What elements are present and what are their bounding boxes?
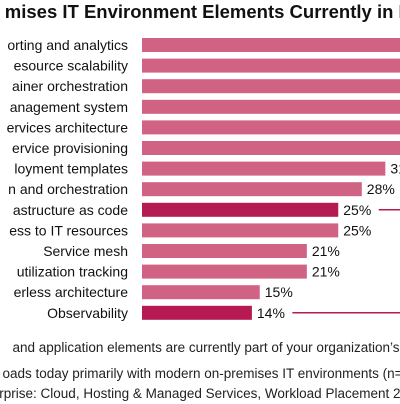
category-label: utilization tracking <box>17 264 128 280</box>
value-label: 31 <box>390 161 400 177</box>
category-label: ess to IT resources <box>9 222 128 238</box>
category-label: Observability <box>47 305 128 321</box>
category-label: orting and analytics <box>7 37 128 53</box>
value-label: 21% <box>312 243 340 259</box>
highlighted-bar <box>142 202 339 217</box>
bar <box>142 99 400 114</box>
value-label: 25% <box>343 202 371 218</box>
category-label: loyment templates <box>14 161 128 177</box>
category-label: esource scalability <box>14 58 128 74</box>
category-label: ervices architecture <box>7 119 129 135</box>
source-note-line-2: erprise: Cloud, Hosting & Managed Servic… <box>0 386 400 401</box>
value-label: 25% <box>343 222 371 238</box>
category-label: anagement system <box>10 99 128 115</box>
bar-chart: orting and analytics esource scalability a… <box>7 37 400 321</box>
bar <box>142 58 400 73</box>
highlighted-bar <box>142 305 252 320</box>
value-label: 14% <box>257 305 285 321</box>
category-label: n and orchestration <box>8 181 128 197</box>
bar <box>142 223 339 238</box>
source-note-line-1: oads today primarily with modern on-prem… <box>2 366 400 381</box>
category-label: ervice provisioning <box>12 140 128 156</box>
category-label: astructure as code <box>13 202 128 218</box>
bar <box>142 38 400 52</box>
bar <box>142 120 400 135</box>
value-label: 28% <box>367 181 395 197</box>
category-label: Service mesh <box>43 243 128 259</box>
value-label: 15% <box>265 284 293 300</box>
chart-title: mises IT Environment Elements Currently … <box>4 1 400 22</box>
bar <box>142 244 307 258</box>
bar <box>142 79 400 94</box>
value-label: 21% <box>312 264 340 280</box>
category-label: erless architecture <box>14 284 129 300</box>
bar <box>142 182 362 197</box>
category-label: ainer orchestration <box>12 78 128 94</box>
bar <box>142 285 260 300</box>
survey-question: and application elements are currently p… <box>12 340 400 355</box>
bar <box>142 161 386 176</box>
bar <box>142 264 307 279</box>
bar <box>142 141 400 155</box>
